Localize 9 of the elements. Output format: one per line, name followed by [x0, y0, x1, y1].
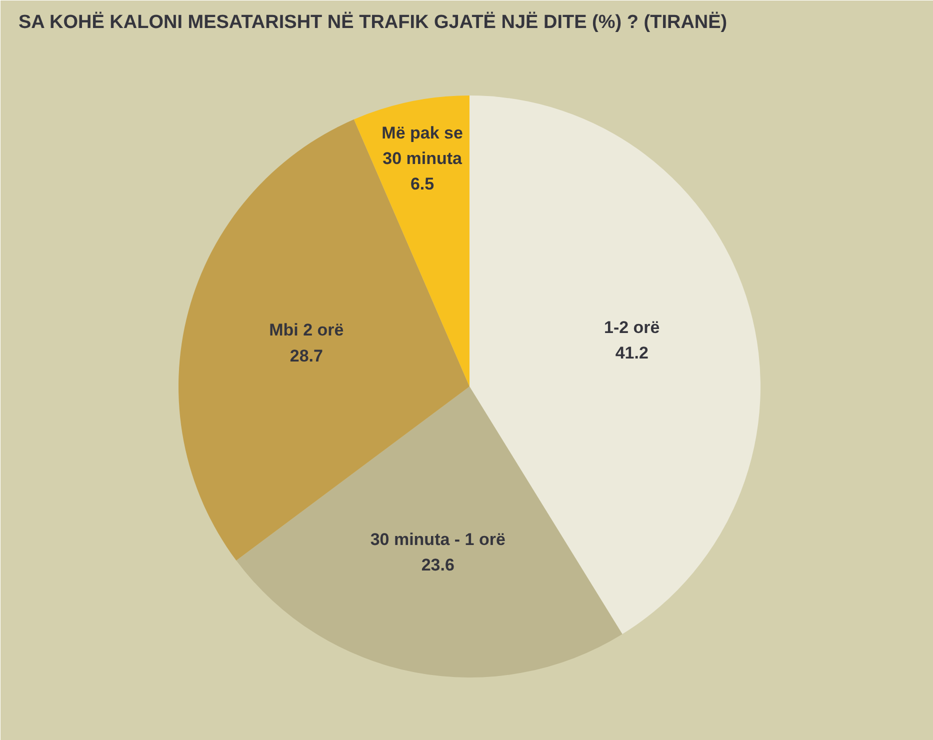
data-label: 28.7: [290, 346, 323, 366]
data-label: 41.2: [615, 344, 648, 363]
slice-label: Mbi 2 orë: [269, 320, 344, 340]
slice-label: Më pak se 30 minuta: [382, 123, 463, 168]
data-label: 23.6: [421, 556, 454, 575]
data-label: 6.5: [410, 174, 434, 194]
slice-label: 30 minuta - 1 orë: [370, 530, 506, 549]
slice-label: 1-2 orë: [604, 318, 660, 338]
chart-title: SA KOHË KALONI MESATARISHT NË TRAFIK GJATË NJË DITE (%) ? (TIRANË): [18, 11, 728, 33]
